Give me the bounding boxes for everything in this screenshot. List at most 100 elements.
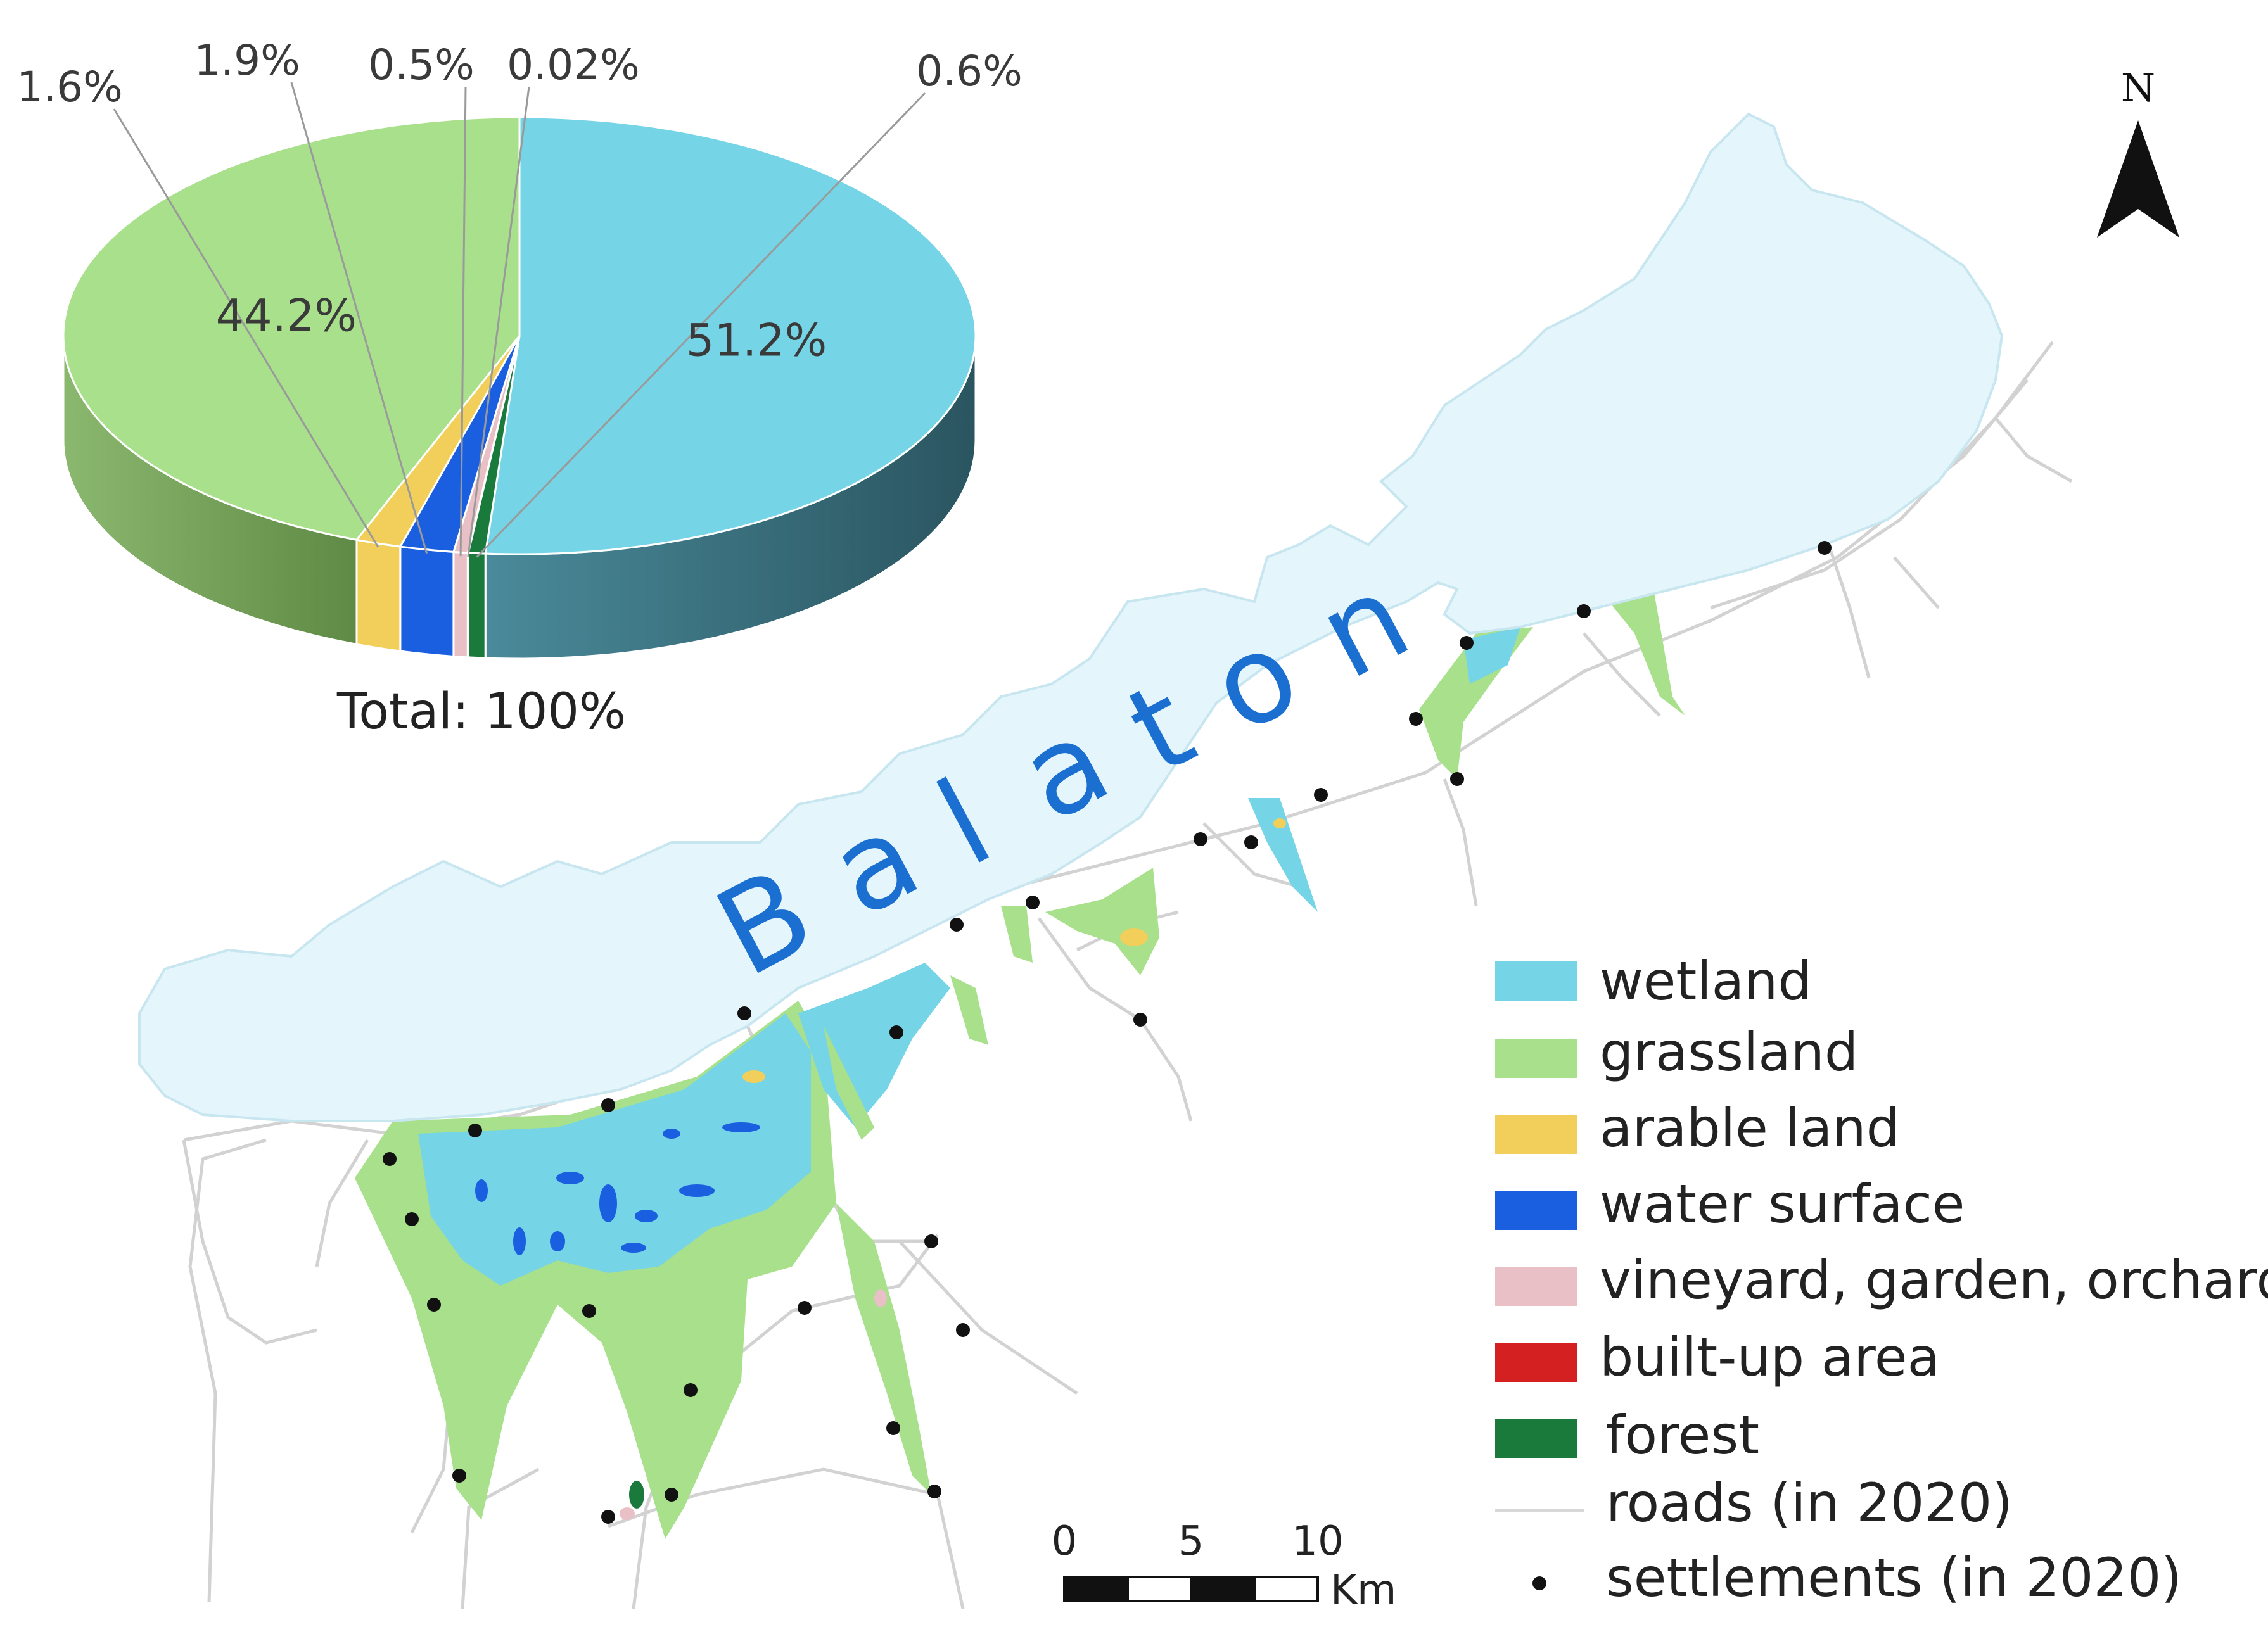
north-arrow-icon xyxy=(2097,120,2179,238)
scale-tick-label: 0 xyxy=(1052,1518,1078,1565)
legend-swatch-water-surface xyxy=(1495,1191,1577,1230)
legend-label: grassland xyxy=(1600,1021,1858,1083)
pie-total-label: Total: 100% xyxy=(336,683,626,740)
settlement-dot xyxy=(1314,788,1328,802)
road-east-3 xyxy=(1829,550,1871,678)
land-cover-grassland-south-1 xyxy=(836,1203,931,1495)
pond xyxy=(556,1172,584,1184)
pie-leader-line xyxy=(290,82,428,554)
settlement-dot xyxy=(452,1469,466,1483)
pie-slice-label: 1.6% xyxy=(16,63,123,111)
scale-unit-label: Km xyxy=(1330,1567,1396,1614)
road-east-2 xyxy=(1583,632,1661,717)
north-arrow: N xyxy=(2097,65,2179,238)
pie-slice-label: 1.9% xyxy=(194,36,300,85)
scale-bar: 0 5 10 Km xyxy=(1052,1518,1397,1614)
road-east-4 xyxy=(1893,556,1940,609)
settlement-dot xyxy=(956,1323,970,1337)
legend-label: forest xyxy=(1606,1404,1759,1466)
settlement-dot xyxy=(601,1510,615,1524)
road-mid-3 xyxy=(1037,917,1193,1122)
settlement-dot xyxy=(924,1234,938,1248)
pie-slice-label: 0.5% xyxy=(368,41,475,89)
small-patches xyxy=(620,818,1286,1520)
settlement-dot xyxy=(1409,712,1423,726)
legend-label: wetland xyxy=(1600,950,1812,1012)
settlement-dot xyxy=(737,1006,751,1020)
legend-label: vineyard, garden, orchard xyxy=(1600,1249,2268,1311)
pond xyxy=(663,1129,680,1139)
settlement-dot xyxy=(427,1298,441,1312)
settlement-dot xyxy=(601,1098,615,1112)
pie-chart: 51.2% 0.6% 0.02% 0.5% 1.9% 1.6% 44.2% Total: 1… xyxy=(16,36,1023,740)
legend-label: settlements (in 2020) xyxy=(1606,1547,2182,1609)
arable-patch xyxy=(742,1070,765,1083)
scale-segment xyxy=(1126,1576,1192,1602)
water-surface-ponds xyxy=(475,1122,760,1255)
land-cover-grassland-mid xyxy=(1045,868,1159,975)
road-mid-2 xyxy=(898,1240,1078,1395)
pie-side-forest xyxy=(467,552,487,659)
settlement-dot xyxy=(1194,832,1207,846)
road-east-5 xyxy=(1994,417,2073,483)
north-arrow-label: N xyxy=(2121,65,2155,111)
legend-swatch-vineyard xyxy=(1495,1267,1577,1306)
pond xyxy=(550,1231,565,1251)
arable-patch xyxy=(1120,928,1148,946)
road-west-5 xyxy=(315,1139,369,1267)
settlement-dot xyxy=(886,1421,900,1435)
pond xyxy=(475,1179,488,1202)
legend-swatch-arable-land xyxy=(1495,1115,1577,1154)
legend-label: roads (in 2020) xyxy=(1606,1472,2013,1534)
road-mid-4 xyxy=(1202,822,1299,889)
pie-slice-wetland xyxy=(484,116,977,555)
pie-leader-line xyxy=(476,92,926,558)
pie-side-arable-land xyxy=(355,538,402,652)
pie-labels: 51.2% 0.6% 0.02% 0.5% 1.9% 1.6% 44.2% xyxy=(16,36,1023,367)
legend-swatch-wetland xyxy=(1495,961,1577,1001)
settlement-dot xyxy=(1026,896,1040,909)
legend-label: arable land xyxy=(1600,1097,1900,1159)
road-east-1 xyxy=(1443,778,1478,906)
settlement-dot xyxy=(405,1212,419,1226)
pie-leader-line xyxy=(113,108,379,548)
land-cover-grassland-south-2 xyxy=(824,1026,874,1140)
pond xyxy=(722,1122,760,1132)
pie-side-water-surface xyxy=(399,545,455,658)
legend-label: built-up area xyxy=(1600,1326,1940,1388)
settlement-dot xyxy=(950,918,964,932)
settlement-dot xyxy=(383,1152,397,1166)
land-cover-grassland-east-2 xyxy=(1609,589,1685,716)
settlement-dot xyxy=(889,1025,903,1039)
land-cover-wetland-east-2 xyxy=(1463,627,1520,684)
pie-leaders xyxy=(113,82,926,558)
arable-patch xyxy=(1273,818,1286,828)
forest-patch xyxy=(629,1481,644,1509)
legend-swatch-built-up xyxy=(1495,1343,1577,1382)
road-lake-north xyxy=(1710,341,2054,610)
scale-segment xyxy=(1063,1576,1129,1602)
road-west-1 xyxy=(188,1138,267,1603)
road-west-3 xyxy=(461,1467,540,1609)
pond xyxy=(621,1243,646,1253)
settlement-dot xyxy=(684,1383,698,1397)
pie-slice-grassland xyxy=(62,116,521,541)
vineyard-patch xyxy=(874,1289,887,1307)
settlement-dot xyxy=(1450,772,1464,786)
vineyard-patch xyxy=(620,1507,635,1520)
pie-slice-label: 44.2% xyxy=(216,289,357,341)
settlement-dot xyxy=(798,1301,812,1315)
pie-slice-label: 0.6% xyxy=(916,47,1023,96)
scale-segment xyxy=(1190,1576,1256,1602)
land-cover-wetland-west xyxy=(418,1013,811,1286)
settlement-dot xyxy=(582,1304,596,1318)
legend: wetland grassland arable land water surf… xyxy=(1495,950,2268,1609)
settlement-dot xyxy=(1244,835,1258,849)
scale-tick-label: 10 xyxy=(1292,1518,1343,1565)
scale-segment xyxy=(1253,1576,1319,1602)
pie-slice-label: 51.2% xyxy=(686,315,827,367)
pond xyxy=(513,1227,526,1255)
pie-sides xyxy=(62,335,977,660)
pond xyxy=(635,1210,658,1222)
